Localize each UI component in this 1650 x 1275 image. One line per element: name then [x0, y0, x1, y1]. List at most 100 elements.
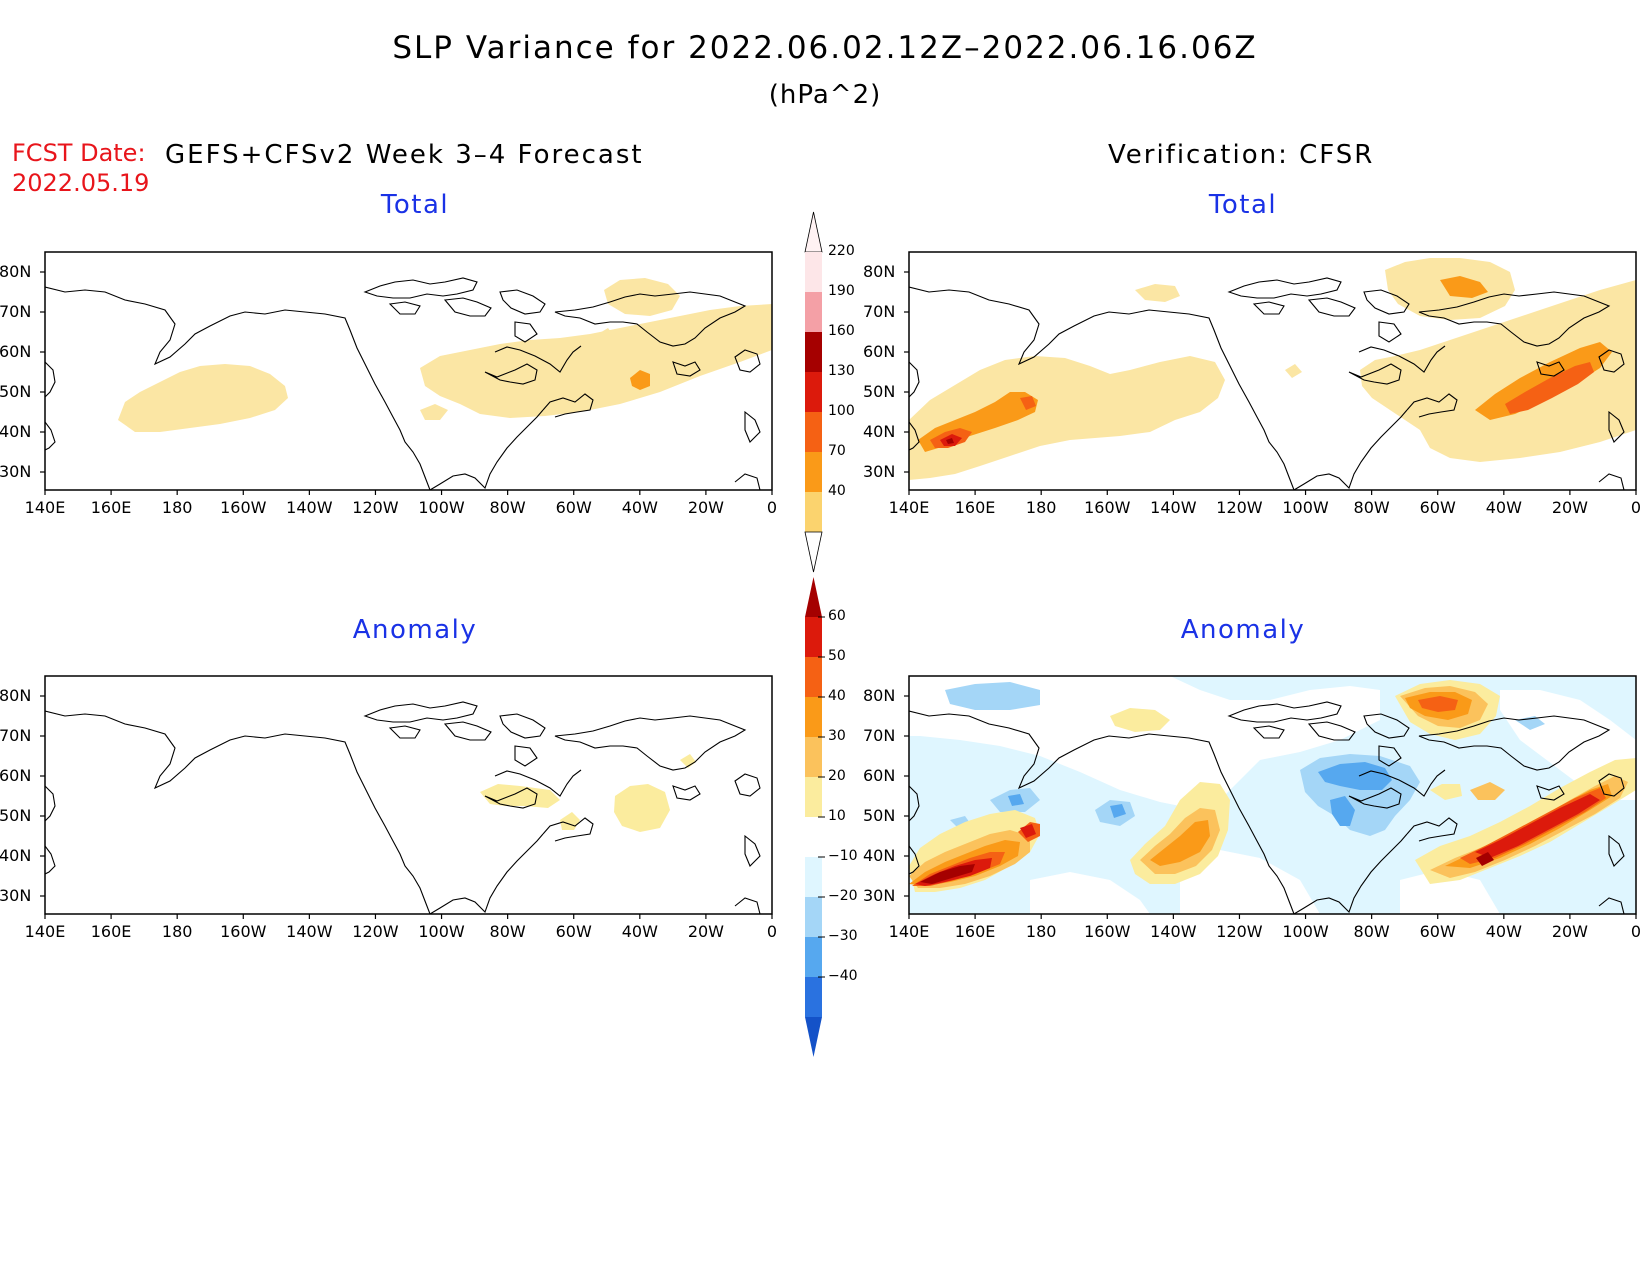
lon-label: 180: [1025, 498, 1057, 517]
colorbar-total-box: [805, 452, 822, 492]
lon-label: 160E: [90, 498, 132, 517]
lat-label: 40N: [863, 846, 896, 865]
lat-label: 70N: [0, 726, 32, 745]
lat-label: 80N: [863, 686, 896, 705]
lon-label: 140E: [888, 498, 930, 517]
lon-label: 80W: [1353, 498, 1390, 517]
colorbar-anomaly-label: 60: [828, 608, 846, 624]
lat-label: 30N: [863, 886, 896, 905]
colorbar-total-box: [805, 252, 822, 292]
lon-label: 120W: [352, 498, 399, 517]
lon-label: 0: [1630, 498, 1642, 517]
lon-label: 160W: [1084, 922, 1131, 941]
lat-label: 30N: [863, 462, 896, 481]
lon-label: 80W: [489, 498, 526, 517]
colorbar-total-label: 130: [828, 363, 855, 379]
frame-forecast-total: [44, 251, 773, 491]
lon-label: 140W: [1150, 922, 1197, 941]
lon-label: 120W: [1216, 498, 1263, 517]
lon-label: 160E: [90, 922, 132, 941]
colorbar-anomaly-top-arrow: [805, 577, 822, 617]
lon-label: 160W: [220, 498, 267, 517]
lon-label: 140E: [24, 498, 66, 517]
lon-label: 160E: [954, 922, 996, 941]
colorbar-total-label: 220: [828, 243, 855, 259]
lon-label: 140W: [286, 498, 333, 517]
colorbar-anomaly-box: [805, 657, 822, 697]
lon-label: 40W: [621, 922, 658, 941]
map-verification-anomaly: [909, 676, 1636, 914]
colorbar-total-bottom-arrow: [804, 531, 823, 573]
colorbar-anomaly-box: [805, 937, 822, 977]
colorbar-total-box: [805, 412, 822, 452]
lon-label: 80W: [1353, 922, 1390, 941]
colorbar-anomaly-label: 50: [828, 648, 846, 664]
lon-label: 0: [1630, 922, 1642, 941]
lat-label: 80N: [0, 686, 32, 705]
lat-label: 40N: [0, 422, 32, 441]
lon-label: 60W: [1419, 498, 1456, 517]
fcst-date-value: 2022.05.19: [12, 169, 150, 197]
lon-label: 180: [1025, 922, 1057, 941]
lat-label: 30N: [0, 462, 32, 481]
lon-label: 120W: [1216, 922, 1263, 941]
colorbar-anomaly-bottom-arrow: [805, 1017, 822, 1057]
lon-label: 40W: [1485, 498, 1522, 517]
map-forecast-anomaly: [45, 676, 772, 914]
colorbar-anomaly-label: 20: [828, 768, 846, 784]
frame-forecast-anomaly: [44, 675, 773, 915]
fcst-date-block: FCST Date: 2022.05.19: [12, 138, 149, 198]
lon-label: 140E: [24, 922, 66, 941]
lat-label: 50N: [863, 806, 896, 825]
colorbar-anomaly-box: [805, 617, 822, 657]
lat-label: 50N: [0, 806, 32, 825]
lon-label: 20W: [1551, 922, 1588, 941]
lon-label: 60W: [555, 498, 592, 517]
lat-label: 40N: [0, 846, 32, 865]
lon-label: 180: [161, 922, 193, 941]
lon-label: 140W: [1150, 498, 1197, 517]
lat-label: 70N: [0, 302, 32, 321]
lon-label: 100W: [418, 498, 465, 517]
lon-label: 20W: [687, 498, 724, 517]
colorbar-total-label: 100: [828, 403, 855, 419]
lat-label: 50N: [0, 382, 32, 401]
lat-label: 50N: [863, 382, 896, 401]
colorbar-anomaly-box: [805, 777, 822, 817]
lat-label: 60N: [0, 766, 32, 785]
lon-label: 120W: [352, 922, 399, 941]
colorbar-anomaly-label: −30: [828, 928, 858, 944]
colorbar-anomaly-box: [805, 817, 822, 857]
colorbar-total-box: [805, 332, 822, 372]
lat-label: 80N: [0, 262, 32, 281]
colorbar-anomaly-label: 10: [828, 808, 846, 824]
lat-label: 60N: [0, 342, 32, 361]
lon-label: 100W: [1282, 922, 1329, 941]
colorbar-total-label: 190: [828, 283, 855, 299]
colorbar-anomaly-box: [805, 697, 822, 737]
fcst-date-label: FCST Date:: [12, 139, 146, 167]
axis-ticks: [40, 271, 1637, 919]
lat-label: 60N: [863, 342, 896, 361]
lon-label: 180: [161, 498, 193, 517]
panel-title-forecast-anomaly: Anomaly: [352, 615, 478, 645]
lon-label: 60W: [555, 922, 592, 941]
lat-label: 30N: [0, 886, 32, 905]
colorbar-anomaly-label: 30: [828, 728, 846, 744]
lat-label: 40N: [863, 422, 896, 441]
colorbar-total-box: [805, 492, 822, 532]
forecast-header: GEFS+CFSv2 Week 3–4 Forecast: [165, 140, 644, 170]
figure-title: SLP Variance for 2022.06.02.12Z–2022.06.…: [392, 30, 1258, 66]
lat-label: 70N: [863, 302, 896, 321]
colorbar-anomaly-label: −40: [828, 968, 858, 984]
colorbar-anomaly-box: [805, 977, 822, 1017]
map-verification-total: [909, 252, 1636, 490]
lon-label: 140E: [888, 922, 930, 941]
frame-verification-anomaly: [908, 675, 1637, 915]
colorbar-anomaly: [805, 577, 825, 1057]
colorbar-total-label: 160: [828, 323, 855, 339]
colorbar-total-box: [805, 292, 822, 332]
lon-label: 80W: [489, 922, 526, 941]
lon-label: 20W: [1551, 498, 1588, 517]
